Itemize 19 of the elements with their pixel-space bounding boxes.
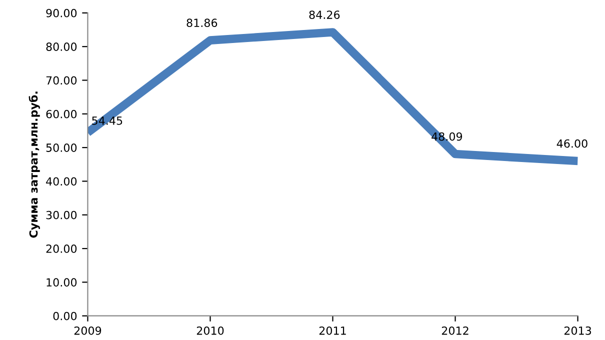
data-label: 84.26 xyxy=(309,10,340,19)
y-tick-label: 0.00 xyxy=(53,312,77,320)
x-tick-label: 2012 xyxy=(442,326,468,335)
x-tick-label: 2009 xyxy=(74,326,102,335)
y-tick-label: 60.00 xyxy=(46,110,77,118)
y-tick-label: 30.00 xyxy=(46,210,77,220)
y-tick-label: 40.00 xyxy=(46,177,77,186)
data-label: 46.00 xyxy=(556,139,588,148)
x-tick-label: 2011 xyxy=(319,326,346,335)
y-tick-label: 10.00 xyxy=(46,278,77,287)
y-tick-label: 80.00 xyxy=(46,42,77,51)
x-tick-label: 2013 xyxy=(564,326,592,335)
data-label: 81.86 xyxy=(186,18,218,28)
y-tick-label: 70.00 xyxy=(46,76,77,85)
y-axis-title: Сумма затрат,млн.руб. xyxy=(28,92,40,238)
y-tick-label: 90.00 xyxy=(46,8,77,18)
y-tick-label: 50.00 xyxy=(46,144,77,152)
y-tick-label: 20.00 xyxy=(46,244,77,253)
x-tick-label: 2010 xyxy=(196,326,224,335)
